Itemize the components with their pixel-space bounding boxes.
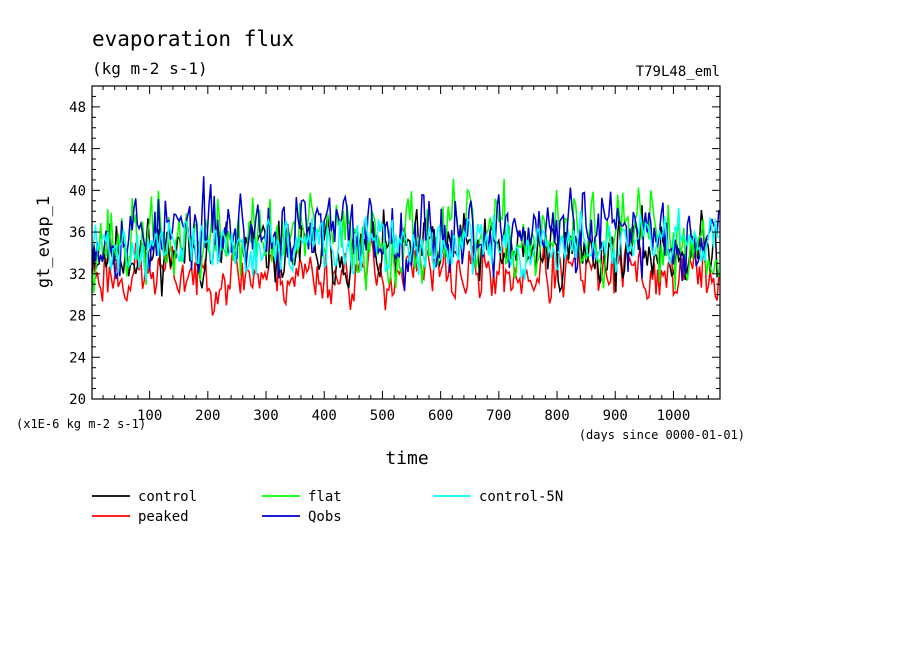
y-tick-label: 44 bbox=[69, 142, 86, 158]
y-tick-label: 24 bbox=[69, 350, 86, 366]
x-axis-note: (days since 0000-01-01) bbox=[579, 428, 745, 442]
series-line-Qobs bbox=[91, 176, 720, 292]
y-tick-label: 48 bbox=[69, 100, 86, 116]
chart-units: (kg m-2 s-1) bbox=[92, 59, 208, 78]
x-tick-label: 700 bbox=[486, 408, 511, 424]
x-tick-label: 1000 bbox=[657, 408, 691, 424]
y-axis-label: gt_evap_1 bbox=[34, 196, 54, 288]
legend-label-peaked: peaked bbox=[138, 509, 189, 525]
legend-label-flat: flat bbox=[308, 489, 342, 505]
run-label: T79L48_eml bbox=[636, 64, 720, 80]
x-tick-label: 300 bbox=[253, 408, 278, 424]
y-tick-label: 28 bbox=[69, 309, 86, 325]
y-scale-note: (x1E-6 kg m-2 s-1) bbox=[16, 417, 146, 431]
axes: 20 24 28 32 36 40 44 48 100 200 300 400 500 600 700 800… bbox=[69, 85, 721, 424]
y-tick-label: 36 bbox=[69, 225, 86, 241]
x-tick-label: 800 bbox=[544, 408, 569, 424]
x-tick-label: 400 bbox=[312, 408, 337, 424]
x-tick-label: 900 bbox=[603, 408, 628, 424]
legend-label-Qobs: Qobs bbox=[308, 509, 342, 525]
legend: control flat control-5N peaked Qobs bbox=[92, 489, 563, 525]
x-tick-label: 500 bbox=[370, 408, 395, 424]
y-tick-label: 40 bbox=[69, 183, 86, 199]
series-layer bbox=[91, 176, 720, 316]
x-axis-label: time bbox=[385, 448, 428, 469]
x-tick-label: 200 bbox=[195, 408, 220, 424]
series-line-control-5N bbox=[91, 207, 720, 281]
x-tick-label: 100 bbox=[137, 408, 162, 424]
legend-label-control: control bbox=[138, 489, 197, 505]
legend-label-control-5N: control-5N bbox=[479, 489, 563, 505]
y-tick-label: 20 bbox=[69, 392, 86, 408]
chart-title: evaporation flux bbox=[92, 27, 294, 51]
y-tick-label: 32 bbox=[69, 267, 86, 283]
x-tick-label: 600 bbox=[428, 408, 453, 424]
